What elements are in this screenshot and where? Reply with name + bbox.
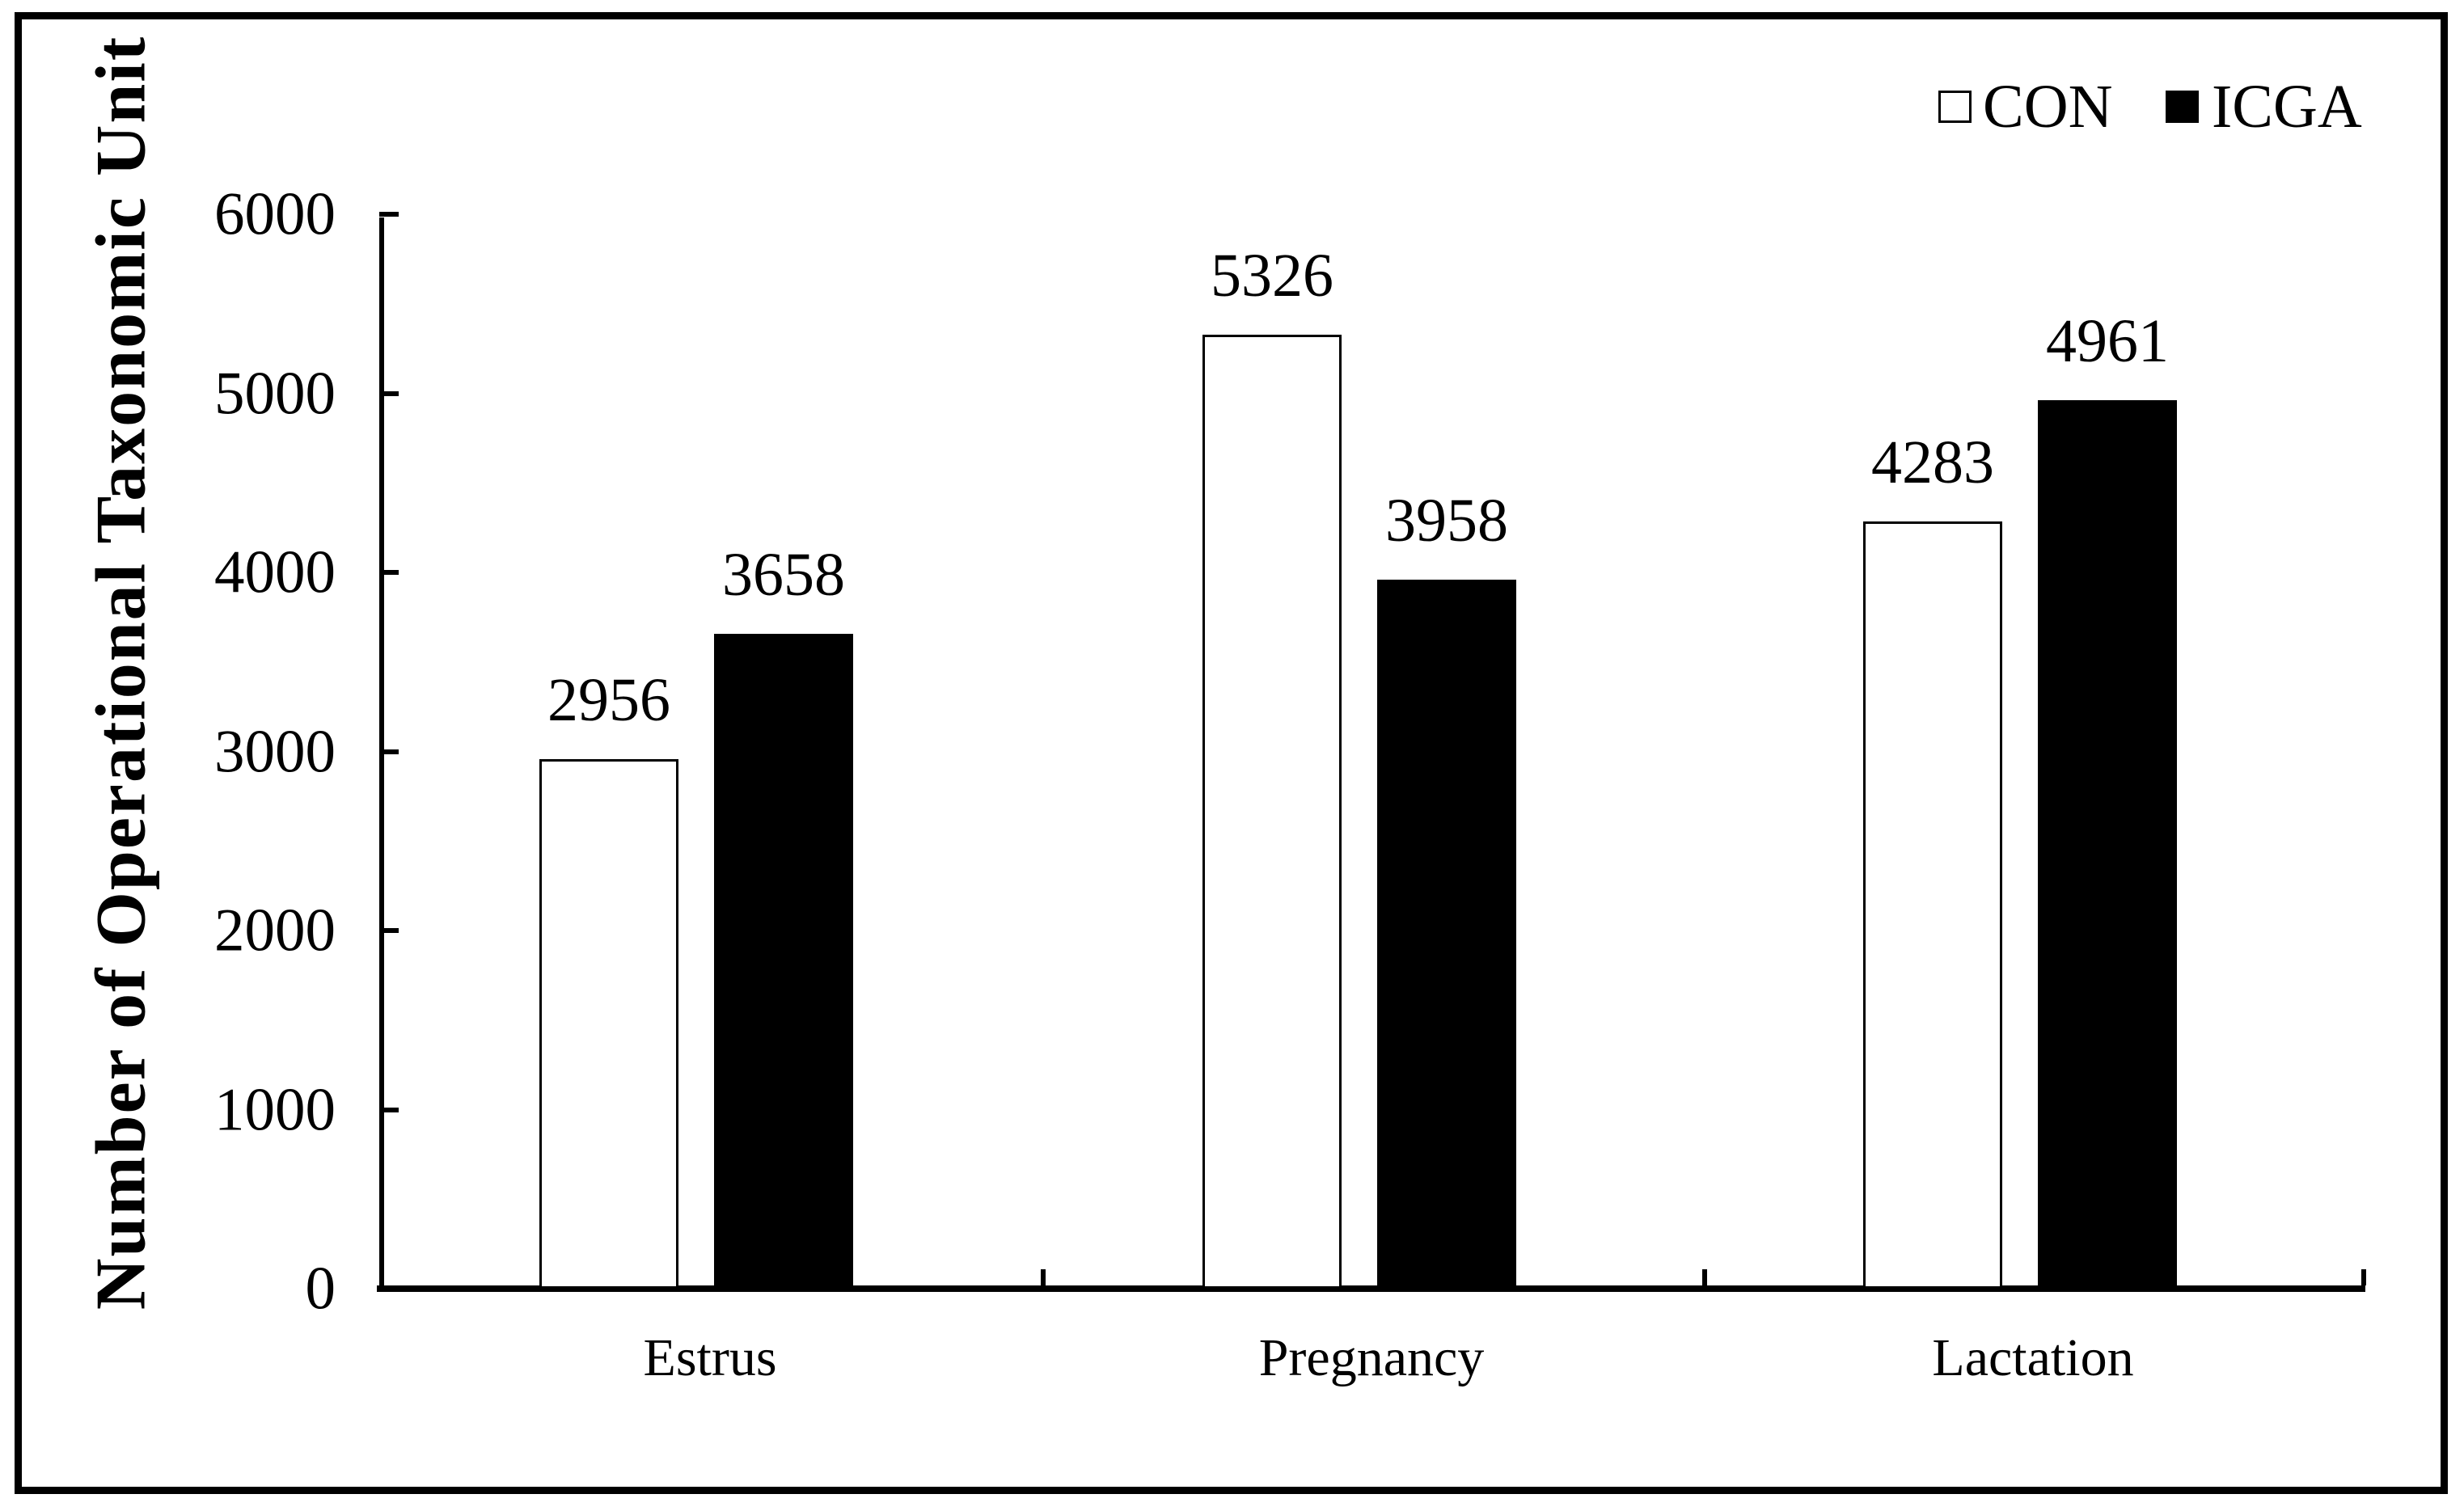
- bar-con-lactation: [1863, 521, 2002, 1289]
- value-label-icga-pregnancy: 3958: [1385, 487, 1508, 555]
- x-axis-category-label: Estrus: [643, 1328, 777, 1387]
- y-axis-tick: [379, 749, 399, 754]
- x-axis-line: [377, 1285, 2365, 1292]
- legend-swatch-con: [1938, 91, 1972, 123]
- x-axis-tick: [2361, 1269, 2366, 1285]
- y-axis-tick-label: 0: [305, 1255, 336, 1323]
- bar-con-estrus: [539, 759, 678, 1289]
- value-label-icga-estrus: 3658: [722, 540, 845, 609]
- y-axis-tick: [379, 1107, 399, 1112]
- x-axis-category-label: Lactation: [1932, 1328, 2134, 1387]
- bar-icga-estrus: [714, 633, 853, 1289]
- y-axis-tick: [379, 390, 399, 396]
- y-axis-tick: [379, 212, 399, 217]
- value-label-icga-lactation: 4961: [2046, 307, 2169, 376]
- y-axis-tick-label: 5000: [214, 360, 336, 427]
- legend-label-icga: ICGA: [2212, 73, 2362, 141]
- value-label-con-lactation: 4283: [1871, 428, 1994, 497]
- bar-con-pregnancy: [1202, 335, 1342, 1289]
- figure-border: [15, 12, 2448, 1494]
- y-axis-line: [379, 217, 384, 1292]
- y-axis-tick-label: 6000: [214, 180, 336, 248]
- value-label-con-pregnancy: 5326: [1211, 242, 1333, 310]
- y-axis-tick: [379, 570, 399, 575]
- y-axis-tick-label: 3000: [214, 718, 336, 785]
- value-label-con-estrus: 2956: [547, 666, 670, 735]
- y-axis-tick-label: 4000: [214, 538, 336, 606]
- legend-swatch-icga: [2166, 91, 2199, 123]
- bar-icga-pregnancy: [1377, 580, 1516, 1289]
- legend-label-con: CON: [1983, 73, 2113, 141]
- bar-icga-lactation: [2038, 400, 2177, 1289]
- x-axis-tick: [1702, 1269, 1707, 1285]
- x-axis-tick: [1041, 1269, 1046, 1285]
- y-axis-tick: [379, 928, 399, 933]
- y-axis-tick-label: 1000: [214, 1076, 336, 1143]
- x-axis-category-label: Pregnancy: [1258, 1328, 1485, 1387]
- y-axis-tick-label: 2000: [214, 897, 336, 964]
